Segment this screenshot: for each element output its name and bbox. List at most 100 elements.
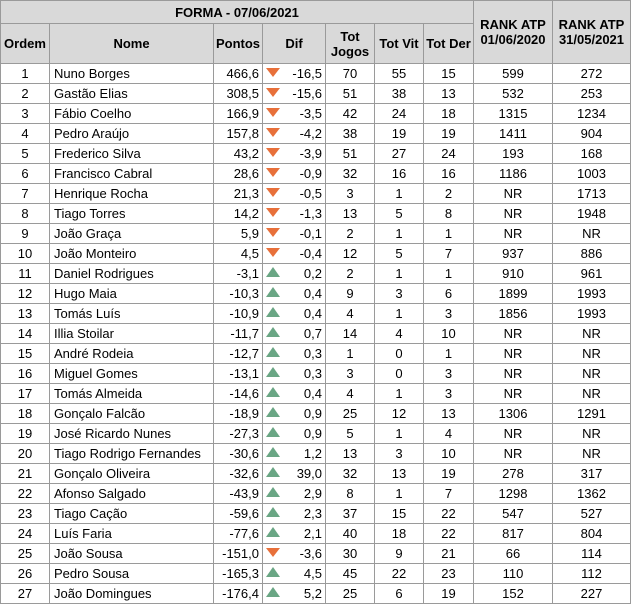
cell-dif: -0,1 (262, 223, 326, 244)
trend-down-icon (266, 548, 280, 557)
trend-down-icon (266, 228, 280, 237)
table-row: 20 Tiago Rodrigo Fernandes -30,6 1,2 13 3 10 NR… (0, 443, 631, 464)
cell-dif: 2,1 (262, 523, 326, 544)
cell-tot-jogos: 4 (325, 383, 375, 404)
header-rank-2021: RANK ATP 31/05/2021 (552, 0, 631, 64)
table-row: 24 Luís Faria -77,6 2,1 40 18 22 817 804 (0, 523, 631, 544)
cell-pontos: 166,9 (213, 103, 263, 124)
dif-value: 5,2 (303, 586, 322, 601)
cell-ordem: 1 (0, 63, 50, 84)
cell-dif: 4,5 (262, 563, 326, 584)
cell-tot-der: 10 (423, 323, 474, 344)
header-tot-jogos: Tot Jogos (325, 23, 375, 64)
cell-rank-2020: 547 (473, 503, 553, 524)
table-row: 6 Francisco Cabral 28,6 -0,9 32 16 16 1186 1003 (0, 163, 631, 184)
cell-pontos: 28,6 (213, 163, 263, 184)
cell-tot-der: 22 (423, 503, 474, 524)
cell-nome: João Graça (49, 223, 214, 244)
trend-up-icon (266, 307, 280, 317)
cell-tot-jogos: 37 (325, 503, 375, 524)
cell-dif: 0,9 (262, 423, 326, 444)
cell-ordem: 10 (0, 243, 50, 264)
cell-tot-vit: 3 (374, 283, 424, 304)
dif-value: -0,9 (299, 166, 322, 181)
cell-rank-2021: 1003 (552, 163, 631, 184)
cell-dif: 0,3 (262, 363, 326, 384)
cell-rank-2020: NR (473, 383, 553, 404)
header-pontos: Pontos (213, 23, 263, 64)
cell-rank-2021: 1291 (552, 403, 631, 424)
cell-tot-der: 3 (423, 303, 474, 324)
cell-dif: -0,5 (262, 183, 326, 204)
dif-value: -3,9 (299, 146, 322, 161)
cell-dif: -1,3 (262, 203, 326, 224)
cell-ordem: 6 (0, 163, 50, 184)
table-row: 3 Fábio Coelho 166,9 -3,5 42 24 18 1315 1234 (0, 103, 631, 124)
cell-ordem: 5 (0, 143, 50, 164)
cell-rank-2021: 1713 (552, 183, 631, 204)
cell-tot-jogos: 70 (325, 63, 375, 84)
cell-nome: Pedro Araújo (49, 123, 214, 144)
trend-down-icon (266, 68, 280, 77)
table-row: 21 Gonçalo Oliveira -32,6 39,0 32 13 19 278 317 (0, 463, 631, 484)
cell-tot-jogos: 25 (325, 583, 375, 604)
dif-value: 0,2 (303, 266, 322, 281)
cell-tot-vit: 1 (374, 303, 424, 324)
cell-dif: -3,5 (262, 103, 326, 124)
cell-tot-jogos: 40 (325, 523, 375, 544)
table-row: 26 Pedro Sousa -165,3 4,5 45 22 23 110 112 (0, 563, 631, 584)
cell-tot-jogos: 8 (325, 483, 375, 504)
dif-value: -1,3 (299, 206, 322, 221)
table-row: 18 Gonçalo Falcão -18,9 0,9 25 12 13 1306 1291 (0, 403, 631, 424)
cell-tot-vit: 19 (374, 123, 424, 144)
cell-tot-jogos: 38 (325, 123, 375, 144)
cell-tot-vit: 38 (374, 83, 424, 104)
cell-tot-vit: 55 (374, 63, 424, 84)
cell-ordem: 16 (0, 363, 50, 384)
cell-rank-2021: 253 (552, 83, 631, 104)
table-body: 1 Nuno Borges 466,6 -16,5 70 55 15 599 272 2 Gastã… (0, 63, 631, 604)
cell-ordem: 20 (0, 443, 50, 464)
cell-rank-2021: NR (552, 343, 631, 364)
dif-value: 0,3 (303, 346, 322, 361)
cell-tot-der: 13 (423, 83, 474, 104)
trend-down-icon (266, 128, 280, 137)
cell-rank-2020: 278 (473, 463, 553, 484)
cell-tot-jogos: 9 (325, 283, 375, 304)
cell-ordem: 14 (0, 323, 50, 344)
cell-pontos: 157,8 (213, 123, 263, 144)
table-row: 11 Daniel Rodrigues -3,1 0,2 2 1 1 910 961 (0, 263, 631, 284)
cell-tot-der: 19 (423, 583, 474, 604)
cell-nome: Gastão Elias (49, 83, 214, 104)
table-row: 7 Henrique Rocha 21,3 -0,5 3 1 2 NR 1713 (0, 183, 631, 204)
cell-nome: André Rodeia (49, 343, 214, 364)
cell-tot-vit: 18 (374, 523, 424, 544)
cell-pontos: -3,1 (213, 263, 263, 284)
cell-tot-vit: 1 (374, 263, 424, 284)
cell-tot-der: 6 (423, 283, 474, 304)
table-row: 2 Gastão Elias 308,5 -15,6 51 38 13 532 253 (0, 83, 631, 104)
cell-tot-der: 19 (423, 463, 474, 484)
dif-value: 2,3 (303, 506, 322, 521)
cell-rank-2020: NR (473, 323, 553, 344)
cell-ordem: 2 (0, 83, 50, 104)
cell-rank-2020: 66 (473, 543, 553, 564)
table-row: 13 Tomás Luís -10,9 0,4 4 1 3 1856 1993 (0, 303, 631, 324)
cell-nome: Pedro Sousa (49, 563, 214, 584)
table-row: 19 José Ricardo Nunes -27,3 0,9 5 1 4 NR NR (0, 423, 631, 444)
cell-rank-2020: 193 (473, 143, 553, 164)
cell-rank-2020: 1315 (473, 103, 553, 124)
dif-value: -15,6 (292, 86, 322, 101)
trend-up-icon (266, 387, 280, 397)
cell-tot-vit: 3 (374, 443, 424, 464)
cell-tot-vit: 24 (374, 103, 424, 124)
cell-nome: Gonçalo Oliveira (49, 463, 214, 484)
dif-value: 0,9 (303, 426, 322, 441)
cell-nome: José Ricardo Nunes (49, 423, 214, 444)
cell-pontos: 43,2 (213, 143, 263, 164)
cell-tot-der: 1 (423, 263, 474, 284)
table-row: 25 João Sousa -151,0 -3,6 30 9 21 66 114 (0, 543, 631, 564)
cell-tot-der: 23 (423, 563, 474, 584)
trend-down-icon (266, 168, 280, 177)
trend-down-icon (266, 208, 280, 217)
